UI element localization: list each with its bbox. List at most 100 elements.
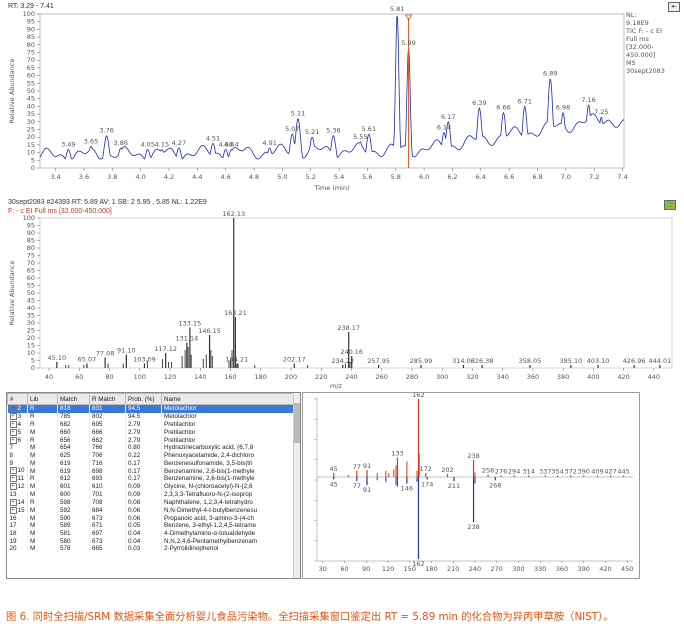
spectrum-peak-label: 385.10 (559, 357, 582, 365)
x-tick-label: 390 (578, 565, 590, 573)
library-cell: M (27, 514, 58, 523)
column-header[interactable]: Match (57, 393, 90, 405)
probability-cell: 0.04 (125, 529, 162, 538)
table-row[interactable]: 8 M 625 706 0.22 Phenoxyacetamide, 2,4-dichlo… (7, 452, 294, 460)
probability-cell: 0.06 (125, 506, 162, 515)
table-row[interactable]: +14 R 598 708 0.08 Naphthalene, 1,2,3,4-tetra… (7, 498, 294, 507)
table-row[interactable]: +4 R 682 695 2.79 Pretilachlor (7, 420, 294, 429)
x-tick-label: 5.4 (334, 173, 344, 181)
x-tick-label: 330 (534, 565, 546, 573)
row-number-cell: 7 (7, 444, 28, 453)
library-cell: R (27, 404, 58, 413)
probability-cell: 2.79 (125, 436, 162, 445)
table-row[interactable]: +10 M 619 698 0.17 Benzenamine, 2,6-bis(1-met… (7, 467, 294, 476)
x-tick-label: 380 (557, 373, 569, 381)
expand-icon[interactable]: + (9, 420, 17, 428)
table-row[interactable]: 9 M 619 716 0.17 Benzenesulfonamide, 3,5-bis(… (7, 459, 294, 468)
table-row[interactable]: 18 M 581 697 0.04 4-Dimethylamino-α-toluaIdeh… (7, 529, 294, 538)
match-cell: 581 (57, 529, 90, 538)
spectrum-chart[interactable]: 0510152025303540455055606570758085909510… (0, 196, 684, 392)
expand-icon[interactable]: + (9, 428, 17, 436)
sample-peak-label: 445 (617, 467, 629, 475)
compound-name-cell: Pretilachlor (161, 436, 294, 445)
rmatch-cell: 673 (89, 514, 126, 523)
expand-icon[interactable]: + (9, 498, 17, 506)
x-tick-label: 420 (617, 373, 629, 381)
peak-label: 4.64 (224, 141, 238, 149)
x-tick-label: 6.4 (476, 173, 486, 181)
export-icon[interactable]: ⬚ (664, 200, 676, 210)
table-row[interactable]: 20 M 578 665 0.03 2-Pyrrolidinophenol (7, 545, 294, 554)
library-cell: R (27, 412, 58, 421)
y-tick-label: 80 (27, 41, 35, 49)
peak-label: 5.81 (390, 5, 404, 13)
column-header[interactable]: Lib (27, 393, 58, 405)
spectrum-peak-label: 163.21 (224, 309, 247, 317)
y-tick-label: 30 (27, 319, 35, 327)
probability-cell: 0.17 (125, 467, 162, 476)
expand-icon[interactable]: + (9, 405, 17, 412)
peak-label: 5.11 (291, 110, 305, 118)
x-tick-label: 4.4 (192, 173, 202, 181)
table-row[interactable]: +12 M 601 610 0.09 Glycine, N-(chloroacetyl)-… (7, 483, 294, 492)
peak-label: 3.49 (61, 141, 75, 149)
spectrum-peak-label: 257.95 (367, 357, 390, 365)
expand-icon[interactable]: + (9, 412, 17, 420)
expand-icon[interactable]: + (9, 506, 17, 514)
y-tick-label: 65 (27, 267, 35, 275)
x-tick-label: 30 (319, 565, 327, 573)
table-row[interactable]: +2 R 818 831 94.5 Metolachlor (7, 404, 294, 413)
table-row[interactable]: 16 M 590 673 0.06 Propanoic acid, 3-amino-3-(… (7, 514, 294, 523)
compound-name-cell: Pretilachlor (161, 420, 294, 429)
compound-name-cell: 2,3,3,3-Tetrafluoro-N-(2-isoprop (161, 491, 294, 499)
rmatch-cell: 708 (89, 498, 126, 507)
column-header[interactable]: # (7, 393, 28, 405)
table-row[interactable]: 13 M 600 701 0.09 2,3,3,3-Tetrafluoro-N-(2-is… (7, 491, 294, 499)
library-cell: M (27, 467, 58, 476)
peak-label: 3.65 (84, 137, 98, 145)
sample-peak-label: 337 (539, 467, 551, 475)
vertical-scrollbar[interactable] (293, 393, 300, 578)
library-peak-label: 174 (421, 480, 433, 488)
pin-icon[interactable]: ⇤ (668, 2, 680, 12)
y-tick-label: 5 (31, 156, 35, 164)
column-header[interactable]: R Match (89, 393, 126, 405)
table-row[interactable]: +11 R 612 693 0.17 Benzenamine, 2,6-bis(1-met… (7, 475, 294, 484)
mass-spectrum-panel[interactable]: 30sept2083 #24393 RT: 5.89 AV: 1 SB: 2 5… (0, 196, 684, 392)
library-peak-label: 91 (363, 486, 371, 494)
match-cell: 682 (57, 420, 90, 429)
library-cell: M (27, 459, 58, 468)
spectrum-comparison-panel[interactable]: 30 60 90 120 150 180 210 240 270 300 330 360 390 420 4… (302, 392, 640, 579)
expand-icon[interactable]: + (9, 436, 17, 444)
x-tick-label: 220 (315, 373, 327, 381)
peak-label: 7.25 (594, 108, 608, 116)
table-row[interactable]: 7 M 654 766 0.80 Hydrazinecarboxylic acid, (6… (7, 444, 294, 453)
column-header[interactable]: Name (161, 393, 294, 405)
library-cell: M (27, 522, 58, 530)
rmatch-cell: 662 (89, 436, 126, 445)
table-row[interactable]: 17 M 589 671 0.05 Benzene, 3-ethyl-1,2,4,5-te… (7, 522, 294, 530)
scrollbar-thumb[interactable] (294, 403, 300, 443)
row-number-cell: 8 (7, 452, 28, 460)
table-row[interactable]: +15 M 592 684 0.06 N,N-Dimethyl-4-t-butylbenz… (7, 506, 294, 515)
x-tick-label: 6.0 (419, 173, 429, 181)
tic-chromatogram-panel[interactable]: RT: 3.29 - 7.41 ⇤ 0 5 10 15 20 25 30 35 40 45 50 55… (0, 0, 684, 196)
table-row[interactable]: 19 M 580 673 0.04 N,N,2,4,6-Pentamethylbenzen… (7, 537, 294, 546)
y-tick-label: 95 (27, 18, 35, 26)
expand-icon[interactable]: + (9, 483, 17, 491)
spectrum-peak-label: 164.21 (225, 356, 248, 364)
tic-chart[interactable]: 0510152025303540455055606570758085909510… (0, 0, 684, 196)
table-row[interactable]: +3 R 785 802 94.5 Metolachlor (7, 412, 294, 421)
sample-peak-label: 162 (412, 393, 424, 399)
y-tick-label: 15 (27, 342, 35, 350)
table-row[interactable]: +5 M 660 666 2.79 Pretilachlor (7, 428, 294, 437)
column-header[interactable]: Prob. (%) (125, 393, 162, 405)
probability-cell: 2.79 (125, 428, 162, 437)
rmatch-cell: 716 (89, 459, 126, 468)
library-search-results[interactable]: # Lib Match R Match Prob. (%) Name +2 R 818 831 9… (6, 392, 301, 579)
expand-icon[interactable]: + (9, 467, 17, 475)
table-row[interactable]: +6 R 656 662 2.79 Pretilachlor (7, 436, 294, 445)
expand-icon[interactable]: + (9, 475, 17, 483)
tic-info-line: Full ms (626, 35, 650, 43)
peak-label: 5.61 (362, 125, 376, 133)
